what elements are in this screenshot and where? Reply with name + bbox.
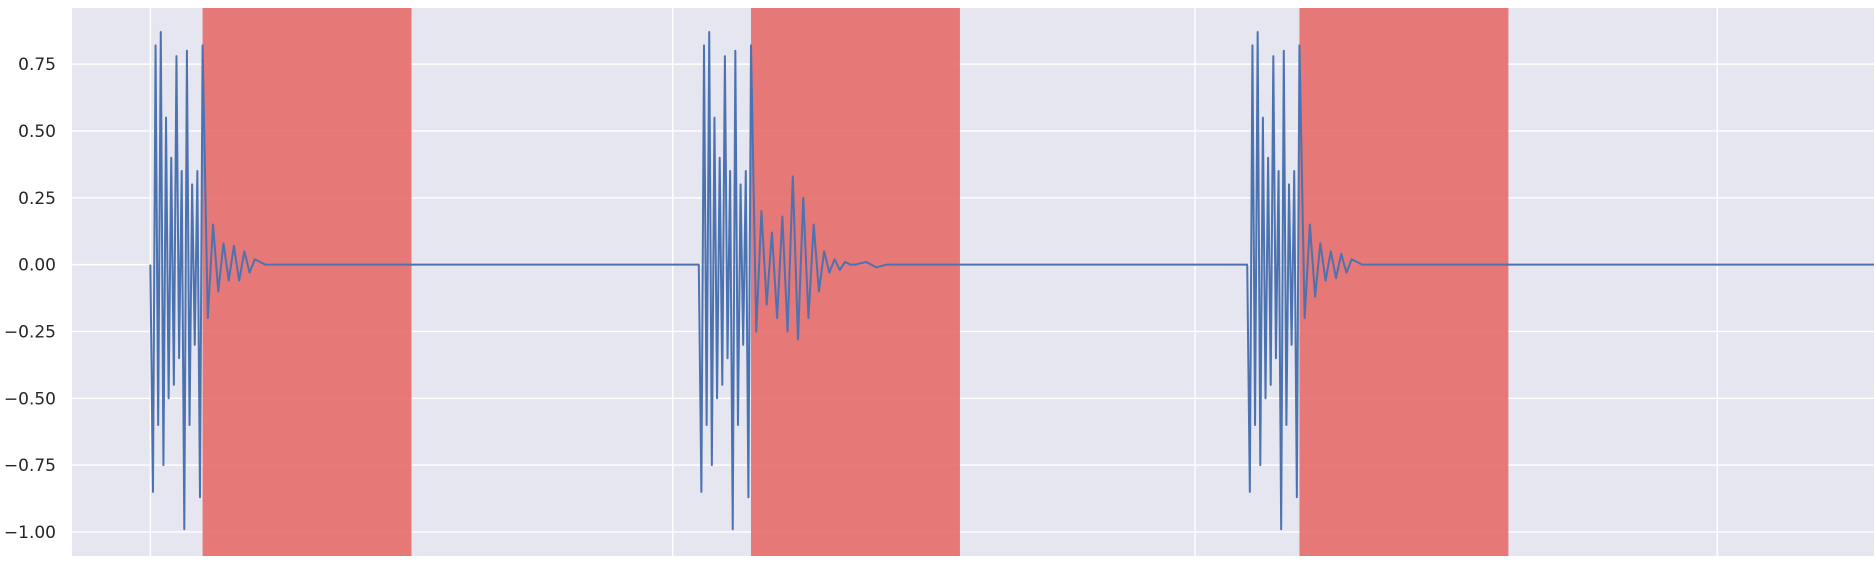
y-tick-label: −0.75 bbox=[4, 456, 56, 476]
y-tick-label: 0.00 bbox=[18, 256, 56, 276]
highlight-span bbox=[202, 8, 412, 556]
y-tick-label: 0.25 bbox=[18, 189, 56, 209]
y-tick-label: −0.50 bbox=[4, 389, 56, 409]
highlight-span bbox=[751, 8, 960, 556]
y-tick-label: −1.00 bbox=[4, 523, 56, 543]
y-tick-label: 0.75 bbox=[18, 55, 56, 75]
y-tick-label: −0.25 bbox=[4, 322, 56, 342]
waveform-line bbox=[149, 31, 1874, 531]
highlight-span bbox=[1299, 8, 1509, 556]
y-tick-label: 0.50 bbox=[18, 122, 56, 142]
